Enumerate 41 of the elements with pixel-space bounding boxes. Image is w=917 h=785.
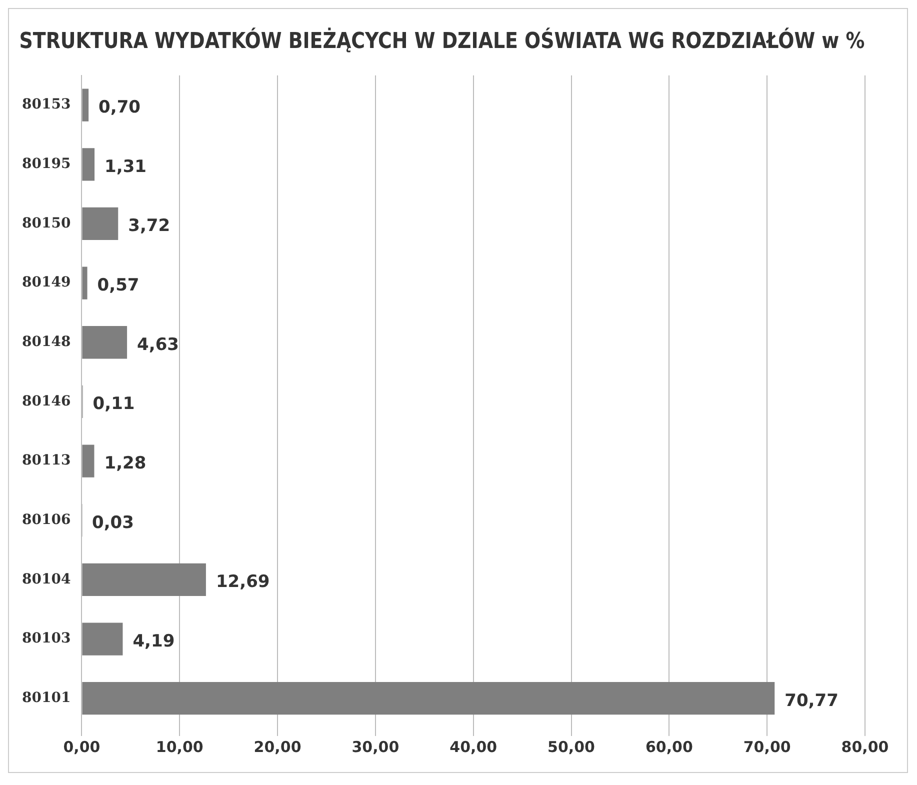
bar [82, 148, 95, 181]
y-tick-label: 80101 [22, 690, 71, 706]
data-label: 0,70 [98, 97, 141, 118]
data-label: 1,28 [104, 453, 146, 474]
data-label: 1,31 [104, 156, 146, 177]
bar [82, 88, 89, 122]
y-tick-label: 80103 [22, 630, 71, 647]
data-label: 12,69 [216, 572, 270, 592]
x-tick-label: 70,00 [743, 738, 791, 756]
bar [82, 207, 118, 240]
x-tick-label: 20,00 [254, 738, 302, 756]
data-label: 4,19 [132, 631, 175, 652]
x-tick-label: 40,00 [450, 738, 498, 756]
bar [82, 622, 123, 656]
x-tick-label: 10,00 [156, 738, 204, 756]
data-label: 0,03 [92, 512, 134, 533]
bar [82, 682, 775, 715]
x-tick-label: 50,00 [548, 738, 595, 756]
data-label: 0,11 [92, 394, 135, 414]
bar [82, 563, 206, 596]
x-tick-label: 0,00 [63, 738, 100, 756]
chart-title: STRUKTURA WYDATKÓW BIEŻĄCYCH W DZIALE OŚWIATA WG ROZDZIAŁÓW w % [19, 26, 865, 54]
bar [82, 326, 128, 359]
y-tick-label: 80148 [22, 334, 71, 350]
data-label: 4,63 [137, 334, 179, 355]
y-tick-label: 80149 [22, 274, 71, 291]
x-tick-label: 60,00 [645, 738, 693, 756]
y-tick-label: 80153 [22, 96, 71, 113]
bar [82, 266, 88, 300]
y-tick-label: 80195 [22, 156, 71, 172]
data-label: 0,57 [97, 275, 140, 296]
y-tick-label: 80104 [22, 571, 71, 588]
y-tick-label: 80113 [22, 452, 71, 469]
y-tick-label: 80150 [22, 215, 71, 232]
y-tick-label: 80146 [22, 393, 71, 410]
bar [82, 444, 94, 478]
x-tick-label: 30,00 [352, 738, 400, 756]
x-tick-label: 80,00 [841, 738, 889, 756]
data-label: 70,77 [784, 690, 838, 711]
data-label: 3,72 [128, 216, 170, 236]
y-tick-label: 80106 [22, 512, 71, 528]
